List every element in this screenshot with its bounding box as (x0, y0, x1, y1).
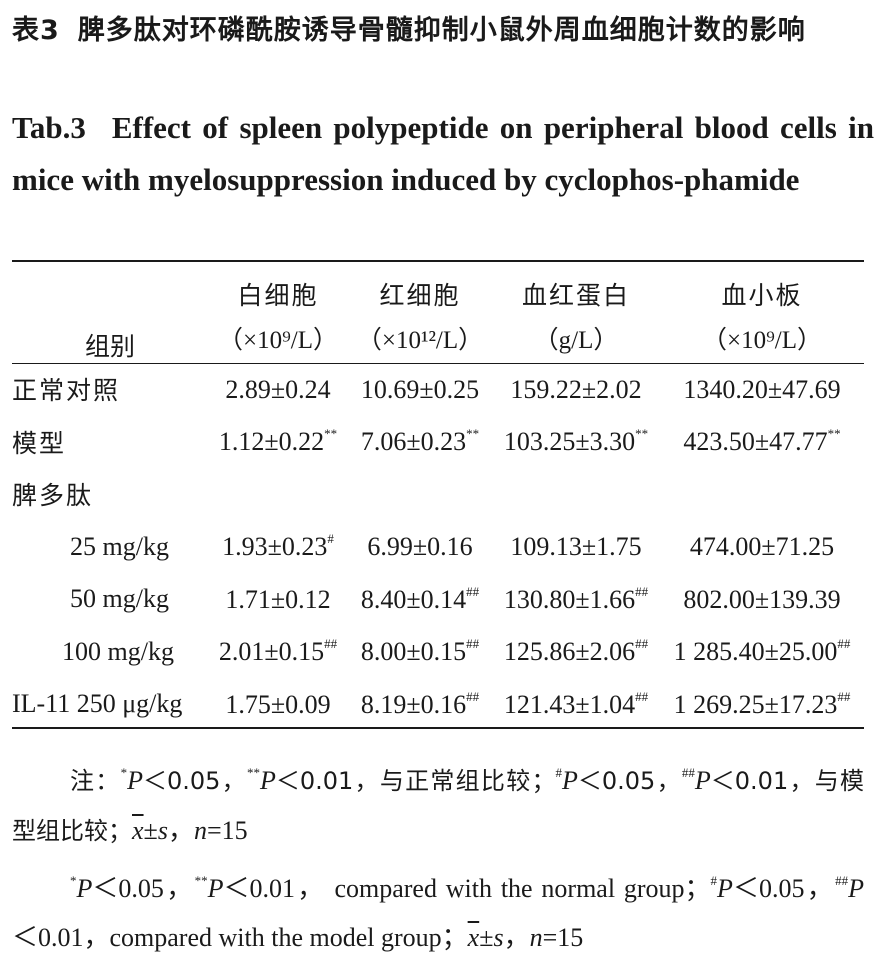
row-label: 脾多肽 (12, 481, 94, 511)
table-cell: 103.25±3.30** (503, 426, 649, 457)
table-cell (348, 468, 492, 521)
row-label: 正常对照 (12, 376, 121, 406)
table-cell: 10.69±0.25 (360, 374, 480, 404)
table-row: 25 mg/kg 1.93±0.23# 6.99±0.16 109.13±1.7… (12, 521, 864, 574)
table-cell: 474.00±71.25 (689, 532, 835, 562)
table-title-cn: 表3 脾多肽对环磷酰胺诱导骨髓抑制小鼠外周血细胞计数的影响 (12, 6, 874, 56)
table-row: IL-11 250 μg/kg 1.75±0.09 8.19±0.16## 12… (12, 678, 864, 731)
table-row: 模型 1.12±0.22** 7.06±0.23** 103.25±3.30**… (12, 416, 864, 469)
table-cell (660, 468, 864, 521)
table-cell: 6.99±0.16 (367, 532, 473, 562)
table-title-cn-text: 脾多肽对环磷酰胺诱导骨髓抑制小鼠外周血细胞计数的影响 (77, 15, 806, 46)
row-label: IL-11 250 μg/kg (12, 689, 183, 719)
table-cell (492, 468, 660, 521)
table-title-en-text: Effect of spleen polypeptide on peripher… (12, 110, 874, 197)
table-cell: 1340.20±47.69 (683, 374, 841, 404)
table-cell: 2.01±0.15## (218, 636, 338, 667)
table-cell: 121.43±1.04## (503, 688, 649, 719)
column-unit-wbc: （×10⁹/L） (217, 326, 339, 354)
row-label: 25 mg/kg (70, 531, 169, 561)
table-row: 正常对照 2.89±0.24 10.69±0.25 159.22±2.02 13… (12, 363, 864, 416)
column-header-rbc: 红细胞 (379, 281, 461, 310)
table-top-rule (12, 260, 864, 262)
table-cell: 1 269.25±17.23## (673, 688, 851, 719)
table-cell: 109.13±1.75 (510, 532, 642, 562)
table-title-en: Tab.3 Effect of spleen polypeptide on per… (12, 102, 874, 206)
row-label: 模型 (12, 428, 67, 458)
table-cell (208, 468, 348, 521)
column-header-hgb: 血红蛋白 (521, 281, 630, 310)
column-header-wbc: 白细胞 (237, 281, 319, 310)
table-header-rule (12, 363, 864, 364)
row-label: 50 mg/kg (70, 584, 169, 614)
column-unit-rbc: （×10¹²/L） (356, 326, 484, 354)
table-cell: 423.50±47.77** (683, 426, 841, 457)
table-cell: 130.80±1.66## (503, 583, 649, 614)
table-cell: 1.75±0.09 (225, 689, 331, 719)
column-header-group: 组别 (84, 332, 135, 361)
table-row: 50 mg/kg 1.71±0.12 8.40±0.14## 130.80±1.… (12, 573, 864, 626)
table-bottom-rule (12, 727, 864, 729)
table-notes: 注：*P＜0.05，**P＜0.01，与正常组比较；#P＜0.05，##P＜0.… (12, 748, 864, 962)
table-cell: 125.86±2.06## (503, 636, 649, 667)
table-cell: 1 285.40±25.00## (673, 636, 851, 667)
table-cell: 8.40±0.14## (360, 583, 480, 614)
table-cell: 159.22±2.02 (510, 374, 642, 404)
table-header-row: 组别 白细胞 红细胞 血红蛋白 血小板 (12, 262, 864, 361)
note-cn: 注：*P＜0.05，**P＜0.01，与正常组比较；#P＜0.05，##P＜0.… (12, 765, 865, 845)
table-cell: 7.06±0.23** (360, 426, 480, 457)
table-number-en: Tab.3 (12, 110, 86, 145)
data-table: 组别 白细胞 红细胞 血红蛋白 血小板 （×10⁹/L） （×10¹²/L） （… (12, 262, 864, 731)
table-cell: 802.00±139.39 (683, 584, 841, 614)
column-unit-plt: （×10⁹/L） (701, 326, 823, 354)
table-row: 脾多肽 (12, 468, 864, 521)
table-cell: 2.89±0.24 (225, 374, 331, 404)
column-header-plt: 血小板 (721, 281, 803, 310)
table-cell: 1.12±0.22** (218, 426, 338, 457)
table-cell: 1.93±0.23# (222, 531, 334, 562)
note-en: *P＜0.05，**P＜0.01， compared with the norm… (12, 873, 864, 952)
table-cell: 8.19±0.16## (360, 688, 480, 719)
column-unit-hgb: （g/L） (533, 326, 619, 354)
row-label: 100 mg/kg (62, 636, 174, 666)
table-cell: 1.71±0.12 (225, 584, 331, 614)
table-row: 100 mg/kg 2.01±0.15## 8.00±0.15## 125.86… (12, 626, 864, 679)
table-cell: 8.00±0.15## (360, 636, 480, 667)
table-number-cn: 表3 (12, 15, 60, 46)
table-unit-row: （×10⁹/L） （×10¹²/L） （g/L） （×10⁹/L） (12, 312, 864, 363)
